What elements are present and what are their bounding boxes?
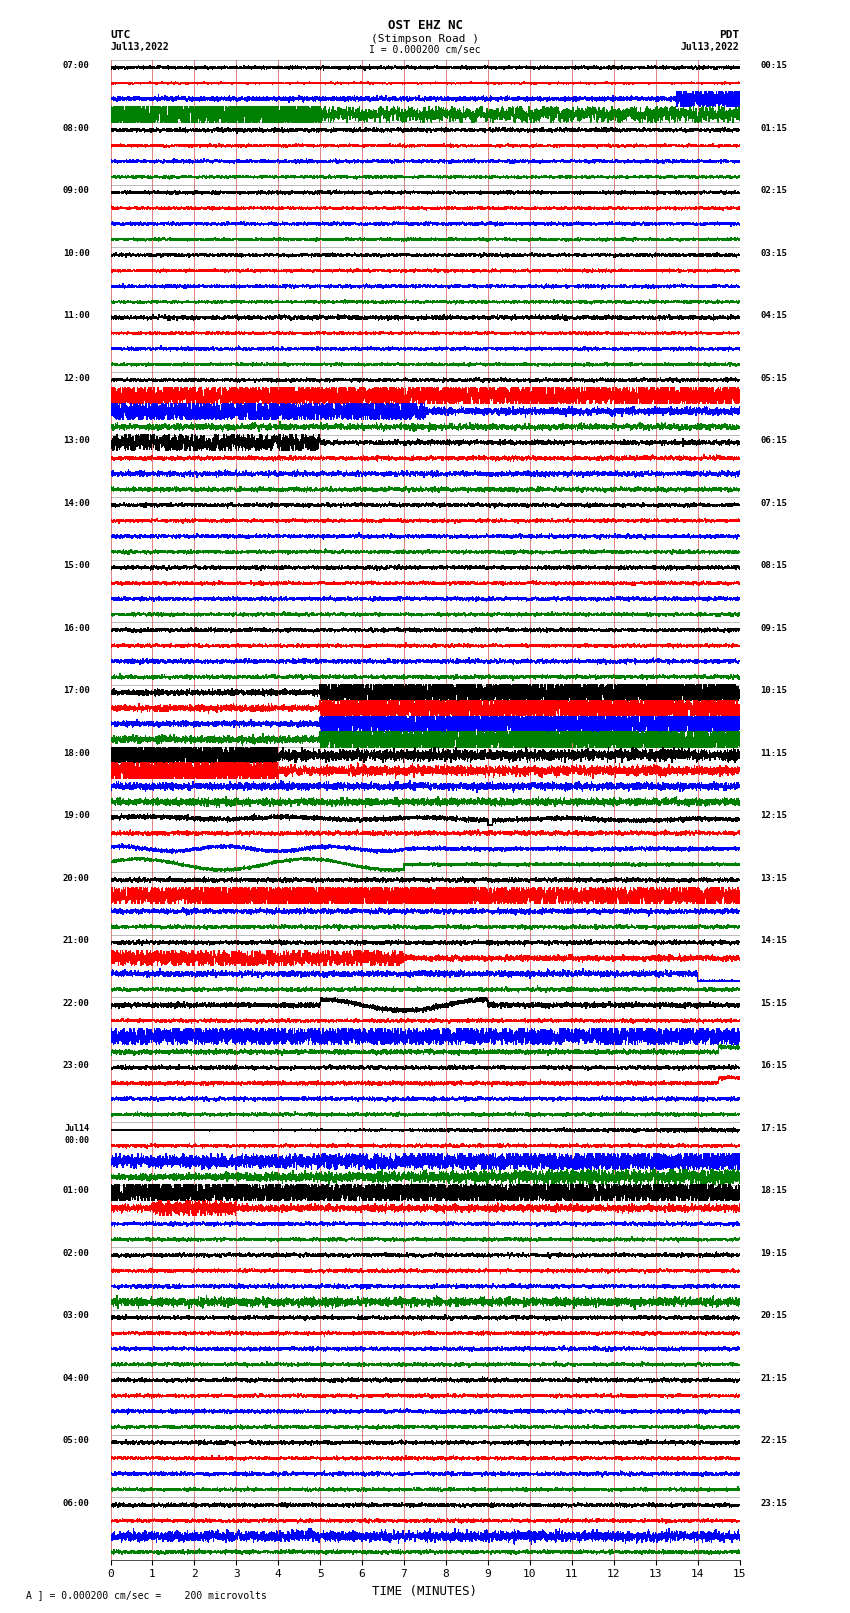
Text: 05:00: 05:00 (63, 1436, 89, 1445)
Text: 18:15: 18:15 (761, 1186, 787, 1195)
Text: A ] = 0.000200 cm/sec =    200 microvolts: A ] = 0.000200 cm/sec = 200 microvolts (26, 1590, 266, 1600)
Text: 09:15: 09:15 (761, 624, 787, 632)
Text: 11:00: 11:00 (63, 311, 89, 321)
Text: PDT: PDT (719, 31, 740, 40)
Text: 23:15: 23:15 (761, 1498, 787, 1508)
Text: 02:15: 02:15 (761, 185, 787, 195)
Text: 19:00: 19:00 (63, 811, 89, 821)
Text: 12:00: 12:00 (63, 374, 89, 382)
Text: 19:15: 19:15 (761, 1248, 787, 1258)
Text: 09:00: 09:00 (63, 185, 89, 195)
Text: 07:15: 07:15 (761, 498, 787, 508)
Text: 04:15: 04:15 (761, 311, 787, 321)
Text: 10:15: 10:15 (761, 686, 787, 695)
Text: 16:15: 16:15 (761, 1061, 787, 1071)
Text: 03:15: 03:15 (761, 248, 787, 258)
Text: 06:00: 06:00 (63, 1498, 89, 1508)
Text: 02:00: 02:00 (63, 1248, 89, 1258)
Text: 08:15: 08:15 (761, 561, 787, 571)
Text: 22:00: 22:00 (63, 998, 89, 1008)
Text: UTC: UTC (110, 31, 131, 40)
Text: 16:00: 16:00 (63, 624, 89, 632)
Text: 17:00: 17:00 (63, 686, 89, 695)
Text: 12:15: 12:15 (761, 811, 787, 821)
Text: 17:15: 17:15 (761, 1124, 787, 1132)
Text: 15:15: 15:15 (761, 998, 787, 1008)
Text: 00:00: 00:00 (65, 1136, 89, 1145)
Text: 01:15: 01:15 (761, 124, 787, 132)
Text: 01:00: 01:00 (63, 1186, 89, 1195)
Text: Jul13,2022: Jul13,2022 (110, 42, 169, 52)
Text: 18:00: 18:00 (63, 748, 89, 758)
Text: 05:15: 05:15 (761, 374, 787, 382)
Text: Jul14: Jul14 (65, 1124, 89, 1132)
Text: 15:00: 15:00 (63, 561, 89, 571)
Text: 06:15: 06:15 (761, 436, 787, 445)
Text: I = 0.000200 cm/sec: I = 0.000200 cm/sec (369, 45, 481, 55)
Text: 04:00: 04:00 (63, 1374, 89, 1382)
Text: 10:00: 10:00 (63, 248, 89, 258)
Text: (Stimpson Road ): (Stimpson Road ) (371, 34, 479, 44)
Text: 14:00: 14:00 (63, 498, 89, 508)
Text: 11:15: 11:15 (761, 748, 787, 758)
Text: 23:00: 23:00 (63, 1061, 89, 1071)
Text: 20:00: 20:00 (63, 874, 89, 882)
Text: 08:00: 08:00 (63, 124, 89, 132)
Text: 07:00: 07:00 (63, 61, 89, 71)
Text: Jul13,2022: Jul13,2022 (681, 42, 740, 52)
Text: 13:00: 13:00 (63, 436, 89, 445)
Text: 13:15: 13:15 (761, 874, 787, 882)
Text: 20:15: 20:15 (761, 1311, 787, 1321)
Text: 22:15: 22:15 (761, 1436, 787, 1445)
Text: 03:00: 03:00 (63, 1311, 89, 1321)
Text: 00:15: 00:15 (761, 61, 787, 71)
Text: OST EHZ NC: OST EHZ NC (388, 19, 462, 32)
Text: 14:15: 14:15 (761, 936, 787, 945)
X-axis label: TIME (MINUTES): TIME (MINUTES) (372, 1586, 478, 1598)
Text: 21:15: 21:15 (761, 1374, 787, 1382)
Text: 21:00: 21:00 (63, 936, 89, 945)
